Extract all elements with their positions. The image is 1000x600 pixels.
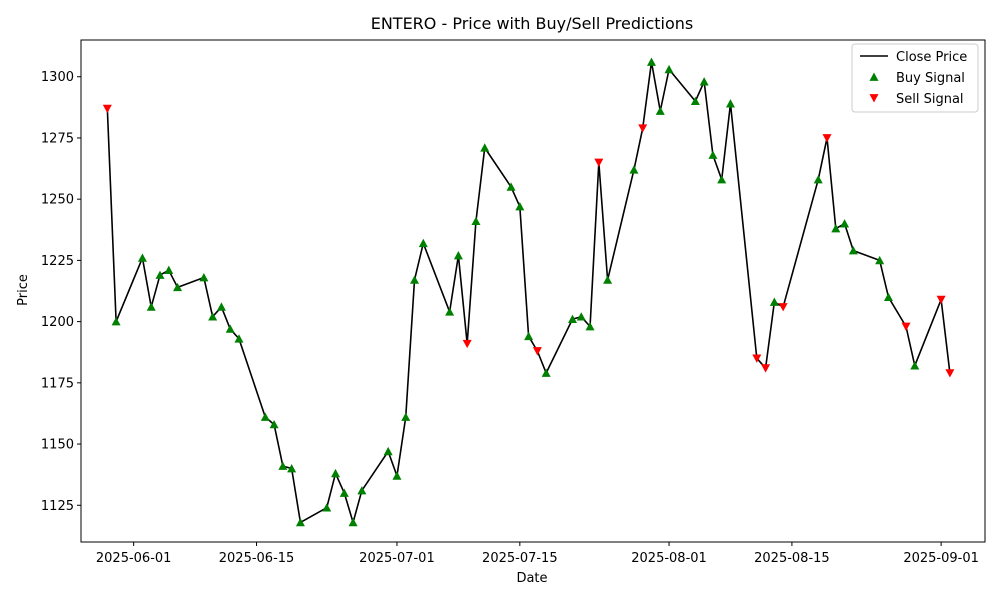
buy-signal-marker — [410, 275, 420, 284]
buy-signal-marker — [278, 461, 288, 470]
plot-frame — [80, 39, 986, 543]
buy-signal-marker — [480, 143, 490, 152]
buy-signal-marker — [418, 238, 428, 248]
buy-signal-marker — [216, 302, 226, 311]
buy-signal-marker — [664, 64, 674, 74]
chart-title: ENTERO - Price with Buy/Sell Predictions — [371, 14, 694, 33]
x-tick-label: 2025-07-15 — [482, 551, 558, 566]
y-tick-label: 1275 — [41, 131, 74, 146]
x-tick-label: 2025-09-01 — [903, 551, 979, 566]
y-tick-label: 1125 — [41, 499, 74, 514]
sell-signal-marker — [822, 134, 832, 143]
sell-signal-marker — [901, 322, 911, 332]
buy-signal-marker — [401, 412, 411, 421]
y-tick-label: 1225 — [41, 254, 74, 269]
x-axis-title: Date — [516, 571, 547, 586]
legend-sell-signal-label: Sell Signal — [896, 92, 964, 107]
buy-signal-marker — [646, 57, 656, 66]
buy-signal-marker — [445, 307, 455, 316]
buy-signal-marker — [111, 317, 121, 326]
sell-signal-marker — [594, 158, 604, 167]
buy-signal-marker — [269, 419, 279, 429]
sell-signal-marker — [761, 364, 771, 373]
y-tick-label: 1200 — [41, 315, 74, 330]
buy-signal-marker — [910, 361, 920, 370]
buy-signal-marker — [164, 265, 174, 275]
buy-signal-marker — [541, 368, 551, 377]
buy-signal-marker — [813, 175, 823, 184]
buy-signal-marker — [848, 246, 858, 255]
y-tick-label: 1175 — [41, 376, 74, 391]
buy-signal-marker — [208, 312, 218, 321]
sell-signal-marker — [752, 354, 762, 363]
y-tick-label: 1250 — [41, 193, 74, 208]
legend: Close Price Buy Signal Sell Signal — [851, 43, 979, 113]
buy-signal-marker — [708, 150, 718, 159]
buy-signal-marker — [199, 273, 209, 282]
buy-signal-marker — [769, 297, 779, 306]
buy-signal-marker — [357, 486, 367, 495]
buy-signal-marker — [348, 517, 358, 527]
buy-signal-marker — [655, 106, 665, 115]
buy-signal-marker — [392, 471, 402, 480]
buy-signal-marker — [515, 202, 525, 211]
buy-signal-marker — [883, 292, 893, 301]
legend-buy-signal-label: Buy Signal — [896, 71, 965, 86]
buy-signal-marker — [506, 182, 516, 191]
buy-signal-marker — [699, 77, 709, 86]
buy-signal-marker — [322, 503, 332, 512]
buy-signal-marker — [585, 322, 595, 331]
legend-sell-signal-swatch — [869, 94, 879, 103]
y-tick-label: 1150 — [41, 438, 74, 453]
buy-signal-marker — [717, 175, 727, 184]
legend-box — [851, 43, 979, 113]
y-tick-label: 1300 — [41, 70, 74, 85]
buy-signal-marker — [831, 224, 841, 233]
buy-signal-marker — [524, 331, 534, 341]
close-price-line — [106, 61, 951, 524]
sell-signal-marker — [936, 295, 946, 305]
buy-signal-marker — [690, 96, 700, 106]
x-tick-label: 2025-06-01 — [96, 551, 172, 566]
buy-signal-marker — [453, 250, 463, 260]
x-tick-label: 2025-08-15 — [754, 551, 830, 566]
x-tick-label: 2025-08-01 — [631, 551, 707, 566]
buy-signal-marker — [840, 219, 850, 228]
sell-signal-marker — [778, 303, 788, 312]
legend-close-price-label: Close Price — [896, 50, 967, 65]
buy-signal-marker — [155, 270, 165, 279]
buy-signal-marker — [331, 468, 341, 478]
sell-signal-marker — [102, 104, 112, 114]
legend-buy-signal-swatch — [869, 72, 879, 81]
buy-signal-marker — [383, 446, 393, 456]
buy-signal-marker — [875, 255, 885, 265]
plot-area: 2025-06-01 2025-06-15 2025-07-01 2025-07-15… — [41, 39, 986, 566]
buy-signal-marker — [576, 312, 586, 321]
x-tick-label: 2025-06-15 — [219, 551, 295, 566]
buy-signal-marker — [287, 464, 297, 473]
buy-signal-marker — [339, 488, 349, 497]
sell-signal-marker — [638, 124, 648, 133]
buy-signal-marker — [173, 282, 183, 292]
sell-signal-marker — [462, 339, 472, 349]
y-axis-title: Price — [16, 274, 31, 306]
buy-signal-marker — [295, 517, 305, 527]
buy-signal-marker — [225, 324, 235, 333]
buy-signal-marker — [234, 334, 244, 343]
buy-signal-marker — [725, 99, 735, 108]
buy-signal-marker — [603, 275, 613, 284]
buy-signal-marker — [137, 253, 147, 262]
buy-signal-marker — [260, 412, 270, 421]
x-tick-label: 2025-07-01 — [359, 551, 435, 566]
sell-signal-marker — [532, 347, 542, 356]
buy-signal-marker — [471, 216, 481, 226]
buy-signal-marker — [567, 314, 577, 323]
buy-signal-marker — [146, 302, 156, 311]
buy-signal-marker — [629, 165, 639, 174]
sell-signal-marker — [945, 369, 955, 378]
